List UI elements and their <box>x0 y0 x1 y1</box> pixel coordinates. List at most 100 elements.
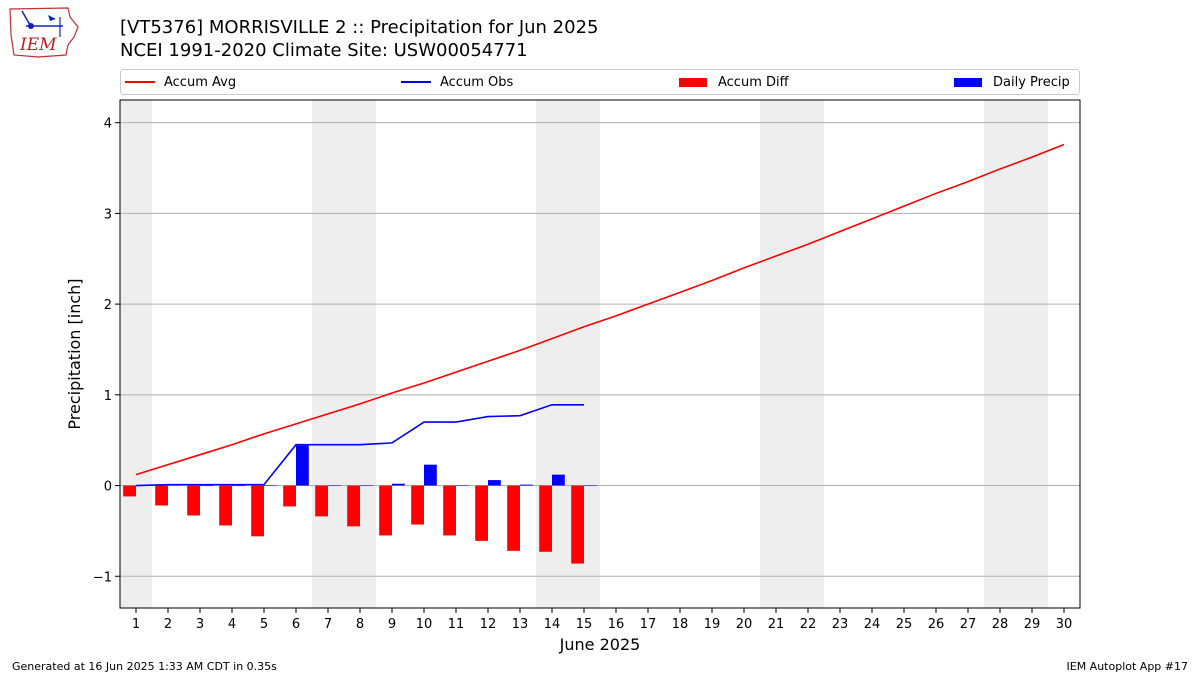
legend-label-accum-avg: Accum Avg <box>164 74 237 90</box>
x-tick-label: 4 <box>228 617 236 632</box>
legend-item-daily-precip: Daily Precip <box>954 70 1070 94</box>
accum-diff-bar <box>507 485 520 551</box>
legend-item-accum-diff: Accum Diff <box>679 70 789 94</box>
x-tick-label: 15 <box>576 617 593 632</box>
x-tick-label: 14 <box>544 617 561 632</box>
weekend-band <box>120 100 152 608</box>
x-tick-label: 29 <box>1024 617 1041 632</box>
x-tick-label: 22 <box>800 617 817 632</box>
y-tick-label: 2 <box>104 298 112 313</box>
x-tick-label: 28 <box>992 617 1009 632</box>
weekend-band <box>312 100 376 608</box>
accum-obs-line <box>135 403 584 487</box>
grid-lines <box>120 122 1080 577</box>
iem-logo-graphic: IEM <box>9 7 79 58</box>
generated-timestamp: Generated at 16 Jun 2025 1:33 AM CDT in … <box>12 660 277 673</box>
x-tick-label: 21 <box>768 617 785 632</box>
daily-precip-bar <box>200 485 213 487</box>
bar-marks <box>123 445 597 564</box>
x-tick-label: 17 <box>640 617 657 632</box>
x-tick-label: 20 <box>736 617 753 632</box>
x-tick-label: 27 <box>960 617 977 632</box>
x-tick-label: 16 <box>608 617 625 632</box>
plot-frame <box>119 99 1081 609</box>
x-tick-label: 18 <box>672 617 689 632</box>
accum-diff-bar <box>539 485 552 552</box>
daily-precip-bar <box>232 485 245 487</box>
accum-avg-line <box>135 143 1065 476</box>
daily-precip-bar <box>360 485 373 487</box>
x-tick-label: 3 <box>196 617 204 632</box>
daily-precip-bar <box>264 485 277 487</box>
x-axis-ticks: 1 2 3 4 5 6 7 8 9 10 11 12 13 14 15 16 17 18 19 20 21 22 23 24 2… <box>132 608 1072 632</box>
chart-legend: Accum Avg Accum Obs Accum Diff Daily Pre… <box>120 69 1080 95</box>
x-tick-label: 2 <box>164 617 172 632</box>
x-tick-label: 13 <box>512 617 529 632</box>
chart-subtitle: NCEI 1991-2020 Climate Site: USW00054771 <box>120 40 528 61</box>
accum-diff-bar <box>411 485 424 525</box>
svg-text:IEM: IEM <box>19 35 57 55</box>
x-tick-label: 10 <box>416 617 433 632</box>
y-tick-label: 3 <box>104 207 112 222</box>
legend-label-accum-obs: Accum Obs <box>440 74 514 90</box>
weekend-band <box>760 100 824 608</box>
accum-diff-bar <box>187 485 200 516</box>
y-tick-label: −1 <box>93 570 112 585</box>
daily-precip-bar <box>488 480 501 486</box>
y-tick-label: 4 <box>104 117 112 132</box>
accum-diff-bar <box>155 485 168 506</box>
accum-diff-bar <box>443 485 456 536</box>
daily-precip-bar <box>392 483 405 486</box>
legend-swatch-accum-avg <box>125 81 155 83</box>
accum-diff-bar <box>379 485 392 536</box>
weekend-shading <box>120 100 1048 608</box>
iem-logo: IEM <box>8 5 80 59</box>
x-tick-label: 12 <box>480 617 497 632</box>
x-tick-label: 24 <box>864 617 881 632</box>
legend-label-accum-diff: Accum Diff <box>718 74 789 90</box>
legend-swatch-daily-precip <box>954 77 982 87</box>
accum-diff-bar <box>475 485 488 541</box>
y-tick-label: 1 <box>104 389 112 404</box>
daily-precip-bar <box>520 484 533 486</box>
daily-precip-bar <box>296 445 309 486</box>
accum-diff-bar <box>219 485 232 526</box>
x-tick-label: 11 <box>448 617 465 632</box>
x-tick-label: 1 <box>132 617 140 632</box>
x-tick-label: 6 <box>292 617 300 632</box>
x-tick-label: 30 <box>1056 617 1073 632</box>
x-tick-label: 9 <box>388 617 396 632</box>
legend-swatch-accum-obs <box>401 81 431 83</box>
x-tick-label: 5 <box>260 617 268 632</box>
x-axis-label: June 2025 <box>559 635 641 654</box>
y-tick-label: 0 <box>104 480 112 495</box>
accum-diff-bar <box>571 485 584 564</box>
daily-precip-bar <box>584 485 597 487</box>
accum-diff-bar <box>123 485 136 497</box>
x-tick-label: 23 <box>832 617 849 632</box>
weekend-band <box>984 100 1048 608</box>
accum-diff-bar <box>347 485 360 527</box>
x-tick-label: 8 <box>356 617 364 632</box>
legend-item-accum-obs: Accum Obs <box>401 70 513 94</box>
y-axis-ticks: −1 0 1 2 3 4 <box>93 117 120 585</box>
x-tick-label: 25 <box>896 617 913 632</box>
x-tick-label: 7 <box>324 617 332 632</box>
y-axis-label: Precipitation [inch] <box>65 278 84 429</box>
legend-swatch-accum-diff <box>679 77 707 87</box>
legend-item-accum-avg: Accum Avg <box>125 70 236 94</box>
accum-diff-bar <box>315 485 328 517</box>
app-credit: IEM Autoplot App #17 <box>1066 660 1189 673</box>
x-tick-label: 19 <box>704 617 721 632</box>
accum-diff-bar <box>283 485 296 507</box>
x-tick-label: 26 <box>928 617 945 632</box>
daily-precip-bar <box>424 464 437 486</box>
chart-title: [VT5376] MORRISVILLE 2 :: Precipitation … <box>120 17 599 38</box>
accum-diff-bar <box>251 485 264 537</box>
legend-label-daily-precip: Daily Precip <box>993 74 1070 90</box>
daily-precip-bar <box>456 485 469 487</box>
line-marks <box>135 143 1065 487</box>
daily-precip-bar <box>328 485 341 487</box>
daily-precip-bar <box>552 474 565 486</box>
